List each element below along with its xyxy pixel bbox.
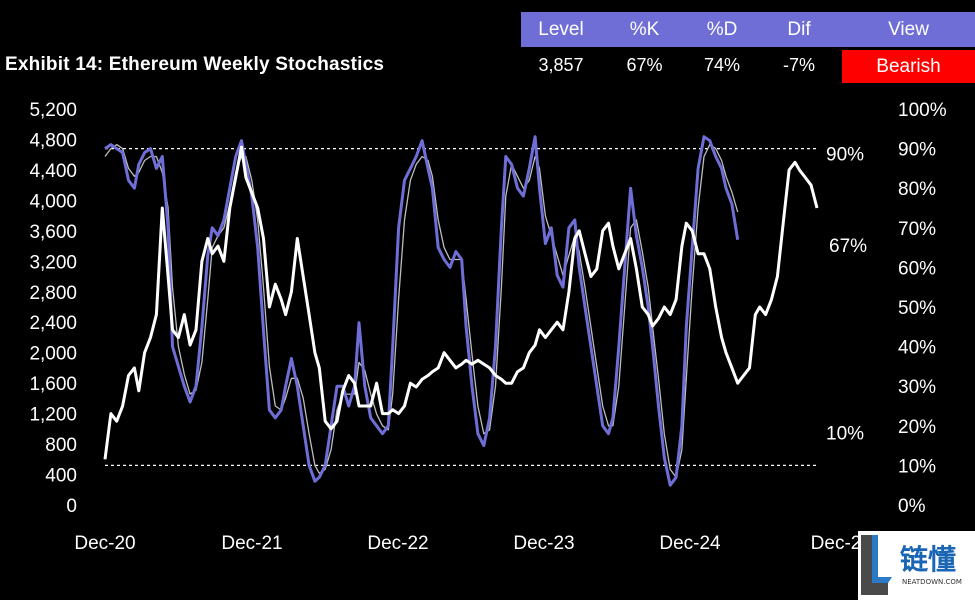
right-tick-label: 50% <box>898 298 936 319</box>
left-tick-label: 1,600 <box>29 374 77 395</box>
right-tick-label: 100% <box>898 100 947 121</box>
left-tick-label: 3,200 <box>29 252 77 273</box>
right-tick-label: 0% <box>898 496 926 517</box>
left-tick-label: 4,000 <box>29 191 77 212</box>
chart-title: Exhibit 14: Ethereum Weekly Stochastics <box>5 54 385 75</box>
right-tick-label: 10% <box>898 456 936 477</box>
left-tick-label: 2,000 <box>29 344 77 365</box>
end-label: 67% <box>829 236 867 257</box>
left-tick-label: 4,400 <box>29 161 77 182</box>
right-tick-label: 30% <box>898 377 936 398</box>
right-tick-label: 70% <box>898 219 936 240</box>
header-d: %D <box>688 12 756 47</box>
x-tick-label: Dec-20 <box>74 533 135 554</box>
value-d: 74% <box>703 54 741 75</box>
left-tick-label: 1,200 <box>29 405 77 426</box>
value-level: 3,857 <box>538 54 584 75</box>
value-dif: -7% <box>782 54 815 75</box>
x-tick-label: Dec-2 <box>811 533 862 554</box>
x-axis: Dec-20 Dec-21 Dec-22 Dec-23 Dec-24 Dec-2 <box>74 533 861 554</box>
x-tick-label: Dec-23 <box>513 533 574 554</box>
left-tick-label: 2,800 <box>29 283 77 304</box>
k-line <box>104 135 740 487</box>
left-tick-label: 3,600 <box>29 222 77 243</box>
reference-lines: 90% 10% <box>105 145 864 466</box>
left-axis: 0 400 800 1,200 1,600 2,000 2,400 2,800 3,200 3,6… <box>29 100 77 517</box>
left-tick-label: 5,200 <box>29 100 77 121</box>
logo-text: 链懂 <box>900 543 956 576</box>
left-tick-label: 800 <box>45 435 77 456</box>
logo-subtext: NEATDOWN.COM <box>902 578 962 586</box>
x-tick-label: Dec-21 <box>221 533 282 554</box>
right-tick-label: 40% <box>898 338 936 359</box>
right-tick-label: 80% <box>898 179 936 200</box>
x-tick-label: Dec-24 <box>659 533 721 554</box>
header-view: View <box>842 12 975 47</box>
series-layer <box>103 135 819 487</box>
reference-line-label: 10% <box>826 423 864 444</box>
header-dif: Dif <box>756 12 842 47</box>
right-tick-label: 20% <box>898 417 936 438</box>
right-axis: 0% 10% 20% 30% 40% 50% 60% 70% 80% 90% 100% <box>898 100 947 517</box>
right-tick-label: 90% <box>898 140 936 161</box>
header-k: %K <box>601 12 688 47</box>
left-tick-label: 400 <box>45 466 77 487</box>
price-line <box>103 145 819 460</box>
L-logo-icon: 链懂 NEATDOWN.COM <box>861 535 962 595</box>
header-level: Level <box>521 12 601 47</box>
left-tick-label: 0 <box>66 496 77 517</box>
value-k: 67% <box>626 54 663 75</box>
reference-line-label: 90% <box>826 145 864 166</box>
left-tick-label: 2,400 <box>29 313 77 334</box>
d-line <box>104 143 739 478</box>
right-tick-label: 60% <box>898 258 936 279</box>
left-tick-label: 4,800 <box>29 130 77 151</box>
logo: 链懂 NEATDOWN.COM <box>858 531 975 600</box>
x-tick-label: Dec-22 <box>367 533 428 554</box>
view-badge: Bearish <box>842 50 975 83</box>
